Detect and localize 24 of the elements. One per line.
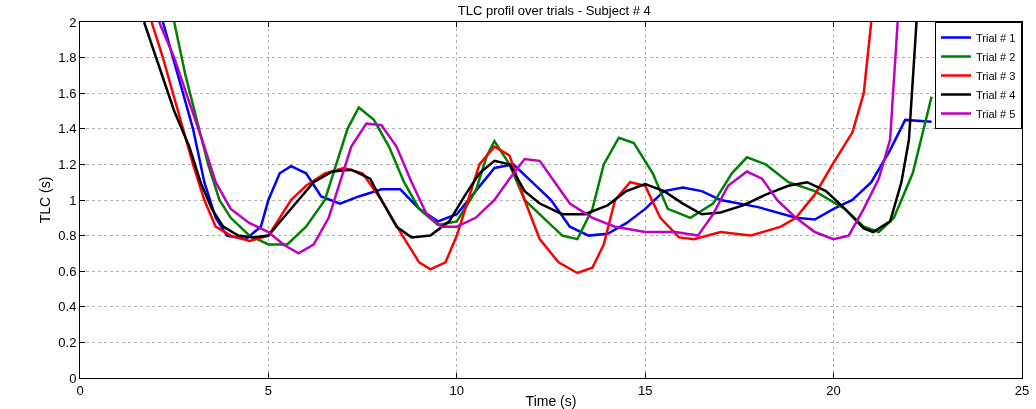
x-tick-label: 20 [826, 382, 841, 398]
x-tick-label: 10 [449, 382, 465, 398]
x-axis-title: Time (s) [525, 393, 577, 409]
legend-label: Trial # 3 [976, 69, 1016, 82]
y-tick-label: 1.4 [58, 121, 77, 137]
y-tick-label: 1.2 [58, 156, 77, 172]
legend-label: Trial # 2 [976, 50, 1016, 63]
legend-label: Trial # 5 [976, 107, 1016, 120]
y-tick-label: 1.8 [58, 50, 77, 66]
y-tick-label: 0 [69, 370, 77, 386]
x-tick-label: 25 [1014, 382, 1030, 398]
y-axis-title: TLC (s) [36, 176, 53, 224]
x-tick-label: 15 [637, 382, 653, 398]
y-tick-label: 0.2 [58, 334, 77, 350]
y-tick-label: 0.4 [58, 299, 77, 315]
y-tick-label: 0.8 [58, 228, 77, 244]
x-tick-label: 5 [264, 382, 273, 398]
y-tick-label: 2 [69, 14, 77, 30]
legend-label: Trial # 4 [976, 88, 1016, 101]
legend-label: Trial # 1 [976, 31, 1016, 44]
y-tick-label: 0.6 [58, 263, 77, 279]
chart-title: TLC profil over trials - Subject # 4 [457, 3, 651, 19]
y-tick-label: 1.6 [58, 85, 77, 101]
y-tick-label: 1 [69, 192, 77, 208]
